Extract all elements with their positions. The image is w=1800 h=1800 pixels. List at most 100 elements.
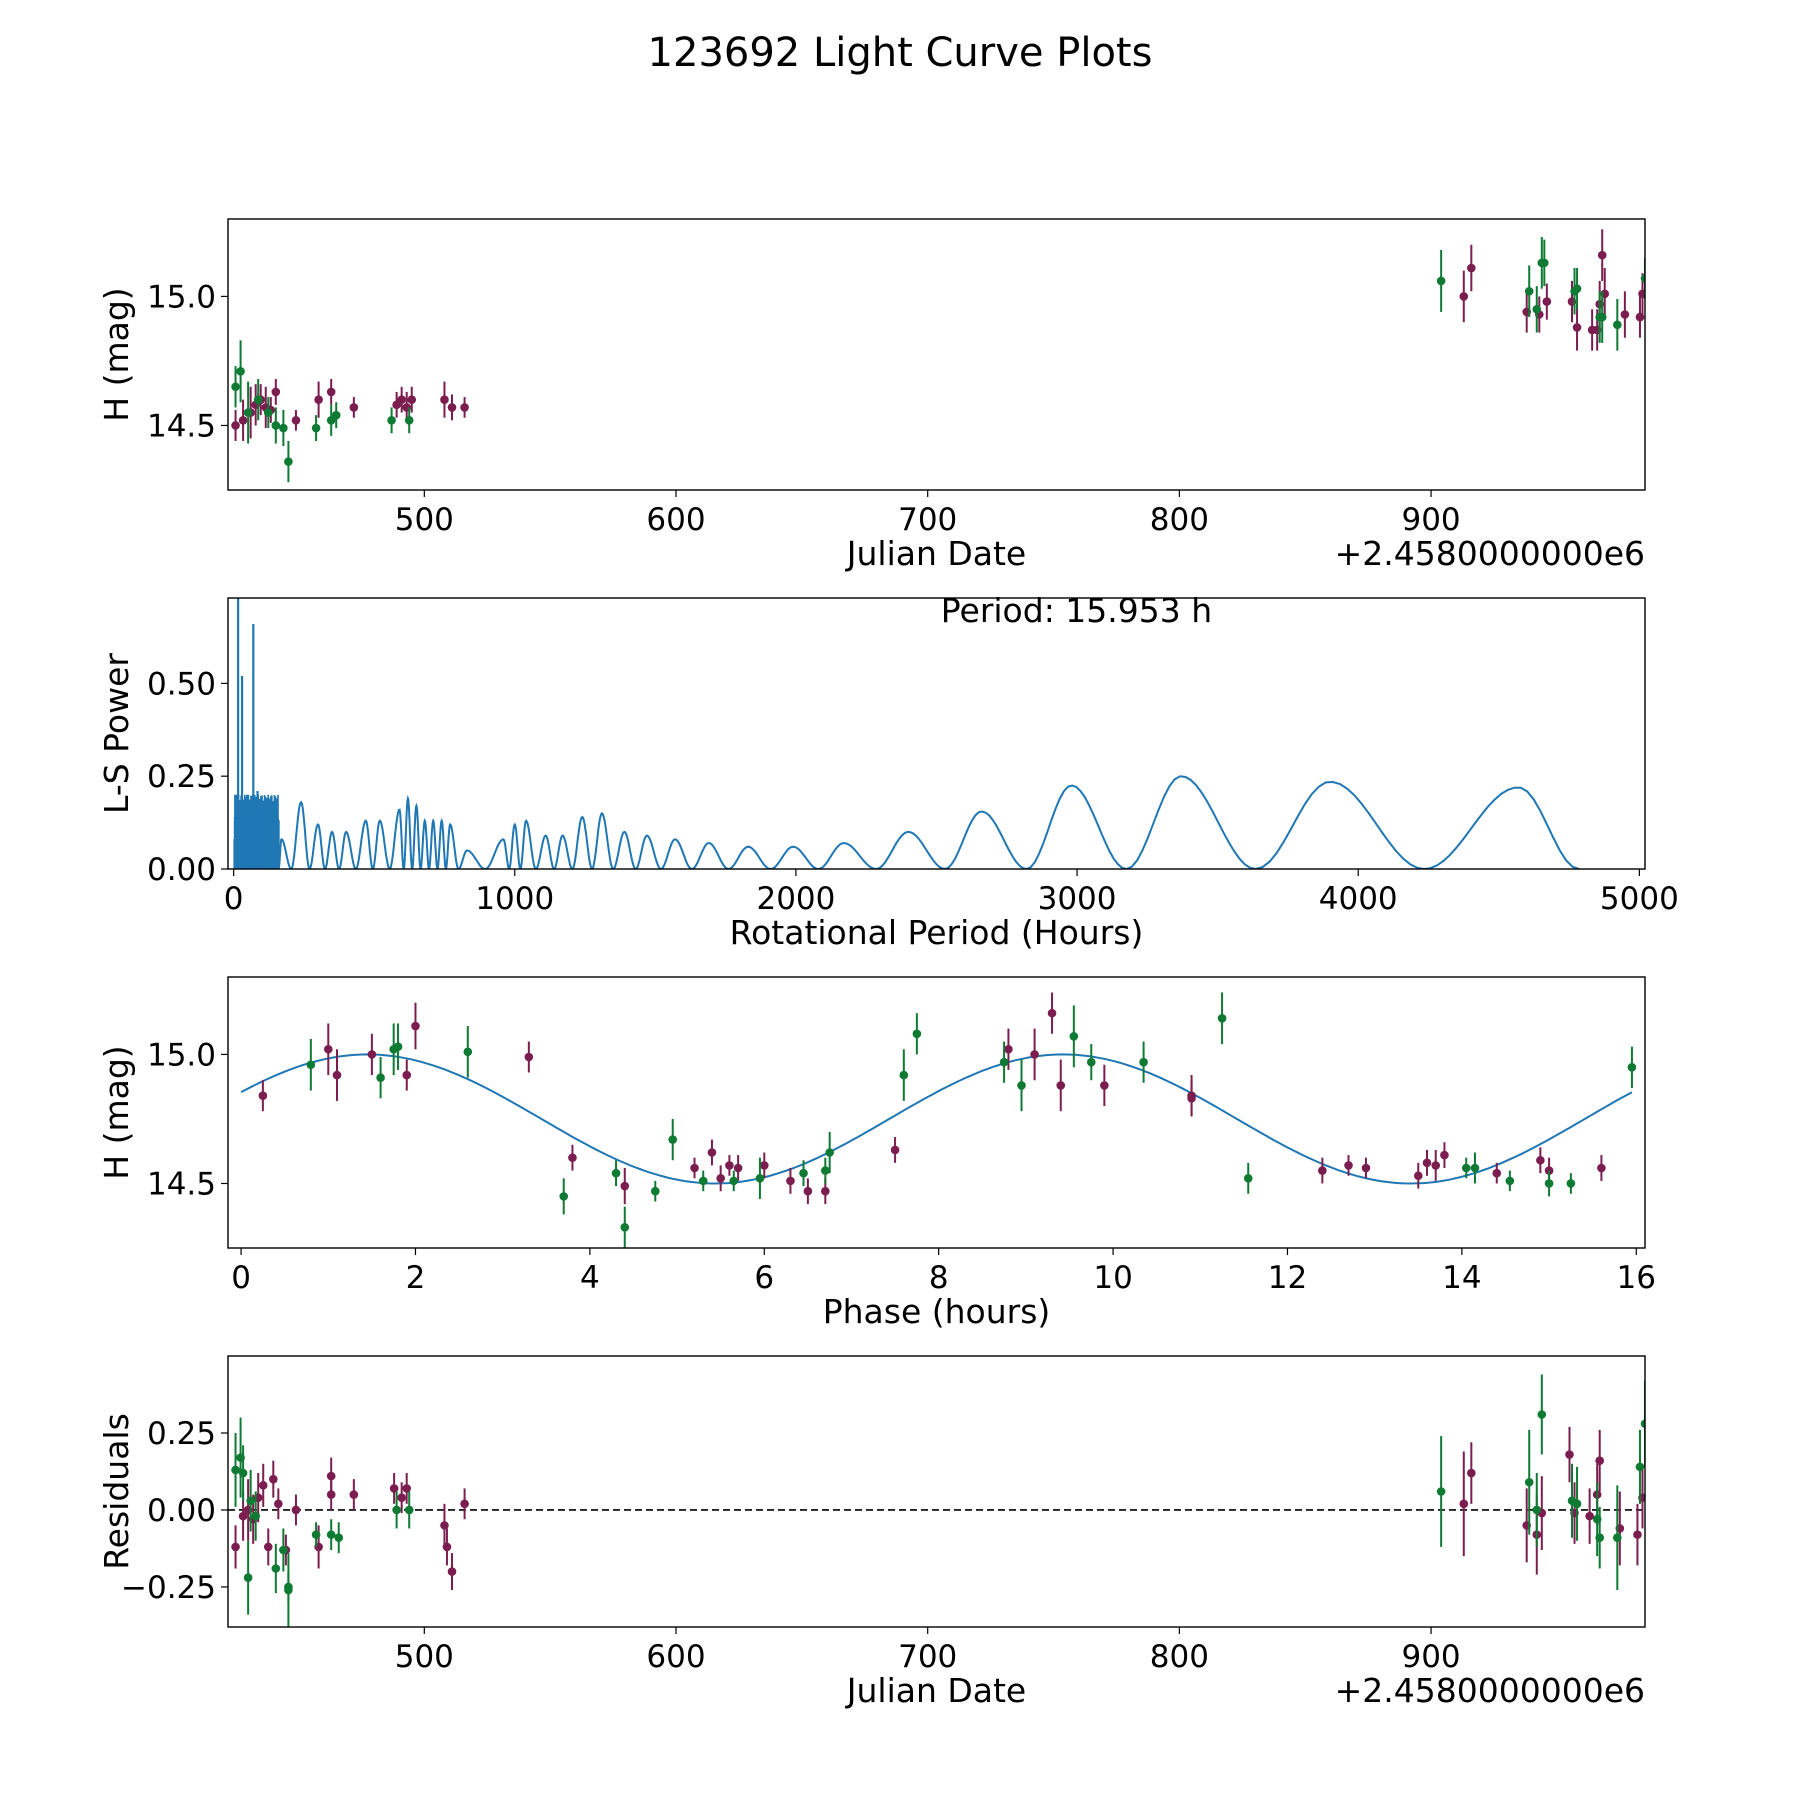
residuals-data-point (1572, 1499, 1582, 1509)
residuals-data-point (1537, 1410, 1547, 1419)
phased-data-point (258, 1091, 268, 1101)
phased-data-point (1187, 1094, 1196, 1103)
light-curve-data-point (1436, 276, 1446, 286)
residuals-y-tick-label: 0.25 (147, 1416, 216, 1452)
light-curve-data-point (231, 382, 240, 392)
light-curve-data-point (447, 403, 457, 412)
residuals-data-point (1532, 1505, 1542, 1515)
phased-data-point (1243, 1174, 1253, 1183)
phased-data-point (1544, 1179, 1554, 1188)
light-curve-data-point (349, 403, 359, 412)
periodogram-y-tick-label: 0.00 (147, 852, 216, 888)
phased-data-point (890, 1145, 900, 1155)
phased-data-point (1047, 1008, 1057, 1018)
phased-data-point (1470, 1163, 1480, 1173)
residuals-x-tick-label: 800 (1150, 1639, 1209, 1675)
residuals-data-point (1635, 1462, 1645, 1472)
residuals-x-axis-label: Julian Date (845, 1671, 1027, 1710)
light-curve-data-point (238, 416, 248, 425)
phased-data-point (323, 1044, 333, 1054)
phased-data-point (1100, 1081, 1109, 1090)
periodogram-y-axis-label: L-S Power (97, 653, 136, 814)
light-curve-data-point (243, 408, 253, 417)
residuals-data-point (460, 1499, 469, 1509)
phased-data-point (650, 1186, 660, 1196)
phased-data-point (1566, 1179, 1576, 1188)
phased-data-point (1056, 1081, 1066, 1090)
phased-data-point (698, 1176, 708, 1186)
residuals-data-point (246, 1496, 255, 1506)
periodogram-period-annotation: Period: 15.953 h (941, 591, 1212, 630)
phased-data-point (367, 1050, 377, 1059)
phased-data-point (376, 1073, 385, 1082)
residuals-data-point (1633, 1530, 1642, 1539)
phased-y-axis-label: H (mag) (97, 1045, 136, 1179)
light-curve-data-point (397, 395, 406, 404)
phased-data-point (899, 1070, 909, 1080)
periodogram-power-curve (233, 775, 1580, 869)
residuals-data-point (271, 1564, 281, 1573)
residuals-data-point (1585, 1511, 1594, 1521)
periodogram-frame (227, 597, 1646, 870)
phased-data-point (799, 1168, 808, 1178)
phased-data-point (620, 1223, 630, 1232)
light-curve-data-point (231, 421, 240, 430)
phased-data-point (759, 1161, 769, 1170)
phased-data-point (1086, 1057, 1096, 1067)
light-curve-data-point (271, 387, 281, 397)
light-curve-y-axis-label: H (mag) (97, 287, 136, 421)
phased-data-point (1492, 1168, 1502, 1178)
residuals-data-point (442, 1542, 452, 1552)
phased-data-point (999, 1057, 1009, 1067)
phased-data-point (1004, 1044, 1013, 1054)
phased-data-point (1536, 1155, 1545, 1165)
residuals-data-point (311, 1530, 321, 1539)
phased-points (258, 992, 1637, 1248)
light-curve-data-point (1524, 286, 1534, 296)
residuals-data-point (1467, 1468, 1476, 1478)
phased-data-point (729, 1176, 739, 1186)
phased-x-tick-label: 0 (231, 1260, 251, 1296)
residuals-data-point (326, 1530, 336, 1539)
residuals-data-point (1595, 1456, 1604, 1466)
residuals-data-point (238, 1511, 248, 1521)
light-curve-x-tick-label: 800 (1150, 502, 1209, 538)
light-curve-data-point (279, 423, 288, 433)
light-curve-data-point (331, 410, 341, 420)
residuals-data-point (284, 1582, 293, 1592)
periodogram-x-axis-label: Rotational Period (Hours) (730, 913, 1144, 952)
light-curve-data-point (1542, 297, 1552, 306)
light-curve-x-tick-label: 700 (898, 502, 957, 538)
light-curve-data-point (1597, 250, 1607, 260)
light-curve-data-point (407, 395, 417, 404)
phased-data-point (1030, 1050, 1039, 1059)
residuals-data-point (447, 1567, 457, 1576)
phased-y-tick-label: 14.5 (147, 1166, 216, 1202)
residuals-data-point (291, 1505, 301, 1515)
light-curve-x-tick-label: 600 (646, 502, 705, 538)
phased-data-point (821, 1186, 830, 1196)
residuals-data-point (1613, 1533, 1622, 1542)
light-curve-data-point (326, 387, 336, 397)
periodogram-x-tick-label: 5000 (1600, 881, 1679, 917)
phased-data-point (755, 1174, 765, 1183)
figure-title: 123692 Light Curve Plots (648, 30, 1153, 76)
phased-x-axis-label: Phase (hours) (823, 1292, 1051, 1331)
phased-data-point (1597, 1163, 1606, 1173)
residuals-data-point (1459, 1499, 1469, 1509)
phased-data-point (463, 1047, 473, 1057)
light-curve-data-point (253, 395, 263, 404)
residuals-y-tick-label: −0.25 (121, 1570, 216, 1606)
phased-model-curve (240, 1053, 1633, 1185)
phased-data-point (402, 1070, 412, 1080)
phased-data-point (725, 1161, 734, 1170)
light-curve-data-point (1620, 310, 1630, 319)
periodogram-axes: 0 1000 2000 3000 4000 5000 0.00 0.25 0.50 Rotatio… (97, 653, 1679, 952)
phased-data-point (1505, 1176, 1515, 1186)
light-curve-data-point (460, 403, 469, 412)
phased-data-point (803, 1186, 813, 1196)
phased-x-tick-label: 10 (1093, 1260, 1132, 1296)
light-curve-x-axis-label: Julian Date (845, 534, 1027, 573)
